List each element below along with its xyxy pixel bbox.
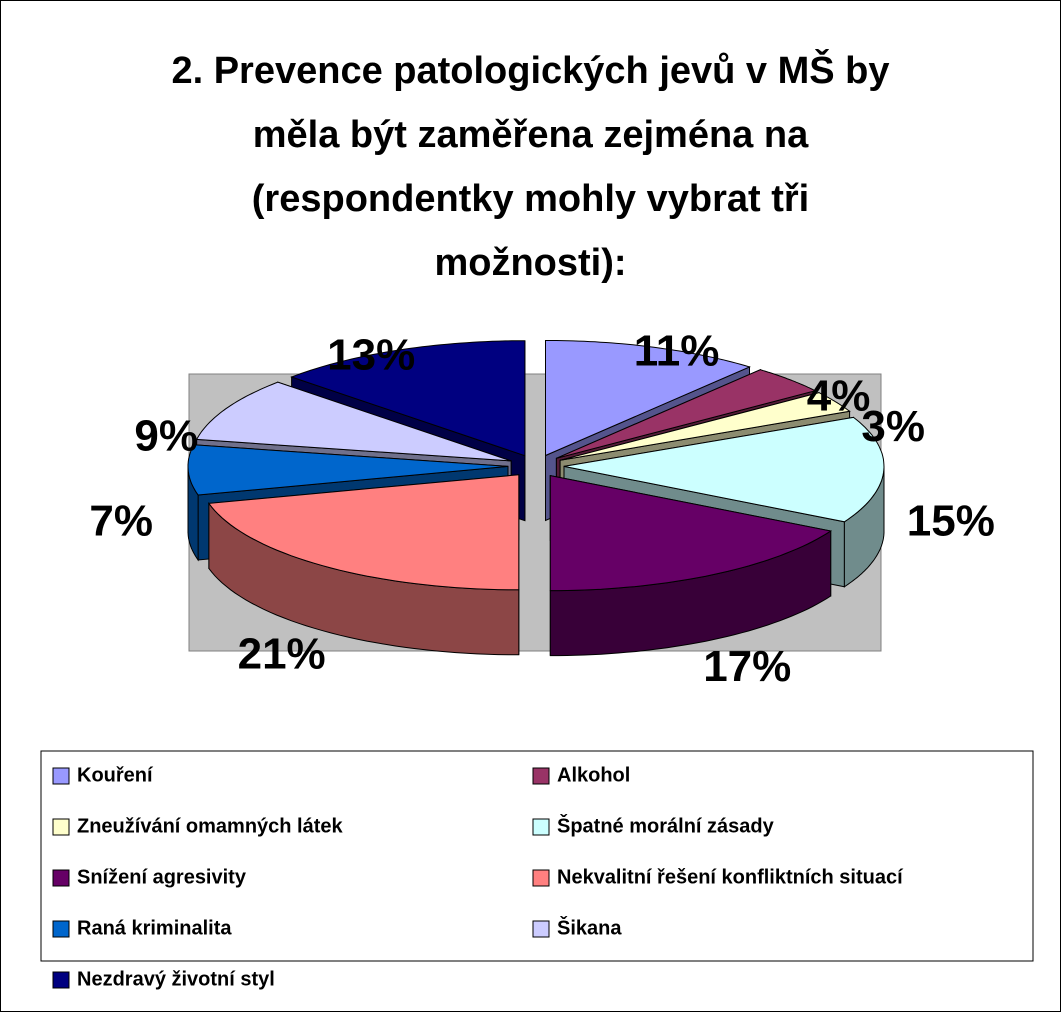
legend-swatch <box>52 818 70 836</box>
legend-swatch <box>52 920 70 938</box>
legend-swatch <box>52 767 70 785</box>
slice <box>556 369 817 459</box>
chart-title: 2. Prevence patologických jevů v MŠ by m… <box>171 50 890 284</box>
legend-label: Nezdravý životní styl <box>77 968 275 990</box>
data-label: 11% <box>634 326 720 375</box>
legend-swatch <box>532 767 550 785</box>
legend-swatch <box>532 818 550 836</box>
slice <box>559 392 851 461</box>
legend-label: Alkohol <box>557 764 630 786</box>
slice <box>207 474 520 591</box>
legend-label: Špatné morální zásady <box>557 813 775 837</box>
legend-swatch <box>532 869 550 887</box>
legend-swatch <box>52 971 70 989</box>
legend-label: Nekvalitní řešení konfliktních situací <box>557 866 904 888</box>
data-label: 21% <box>238 629 326 678</box>
legend-label: Šikana <box>557 915 622 939</box>
slice <box>545 340 751 457</box>
legend-label: Zneužívání omamných látek <box>77 815 344 837</box>
data-label: 13% <box>327 331 415 380</box>
slice <box>563 416 885 523</box>
data-label: 3% <box>861 402 925 451</box>
data-label: 7% <box>89 497 153 546</box>
slice <box>195 381 512 462</box>
data-label: 4% <box>807 371 871 420</box>
slice <box>290 340 526 457</box>
legend-swatch <box>532 920 550 938</box>
data-label: 17% <box>703 642 791 691</box>
legend-swatch <box>52 869 70 887</box>
legend-label: Snížení agresivity <box>77 866 247 888</box>
legend-label: Kouření <box>77 764 154 786</box>
slice <box>549 474 833 592</box>
data-label: 15% <box>907 497 995 546</box>
data-label: 9% <box>134 412 198 461</box>
legend-label: Raná kriminalita <box>77 917 232 939</box>
slice <box>187 444 509 496</box>
